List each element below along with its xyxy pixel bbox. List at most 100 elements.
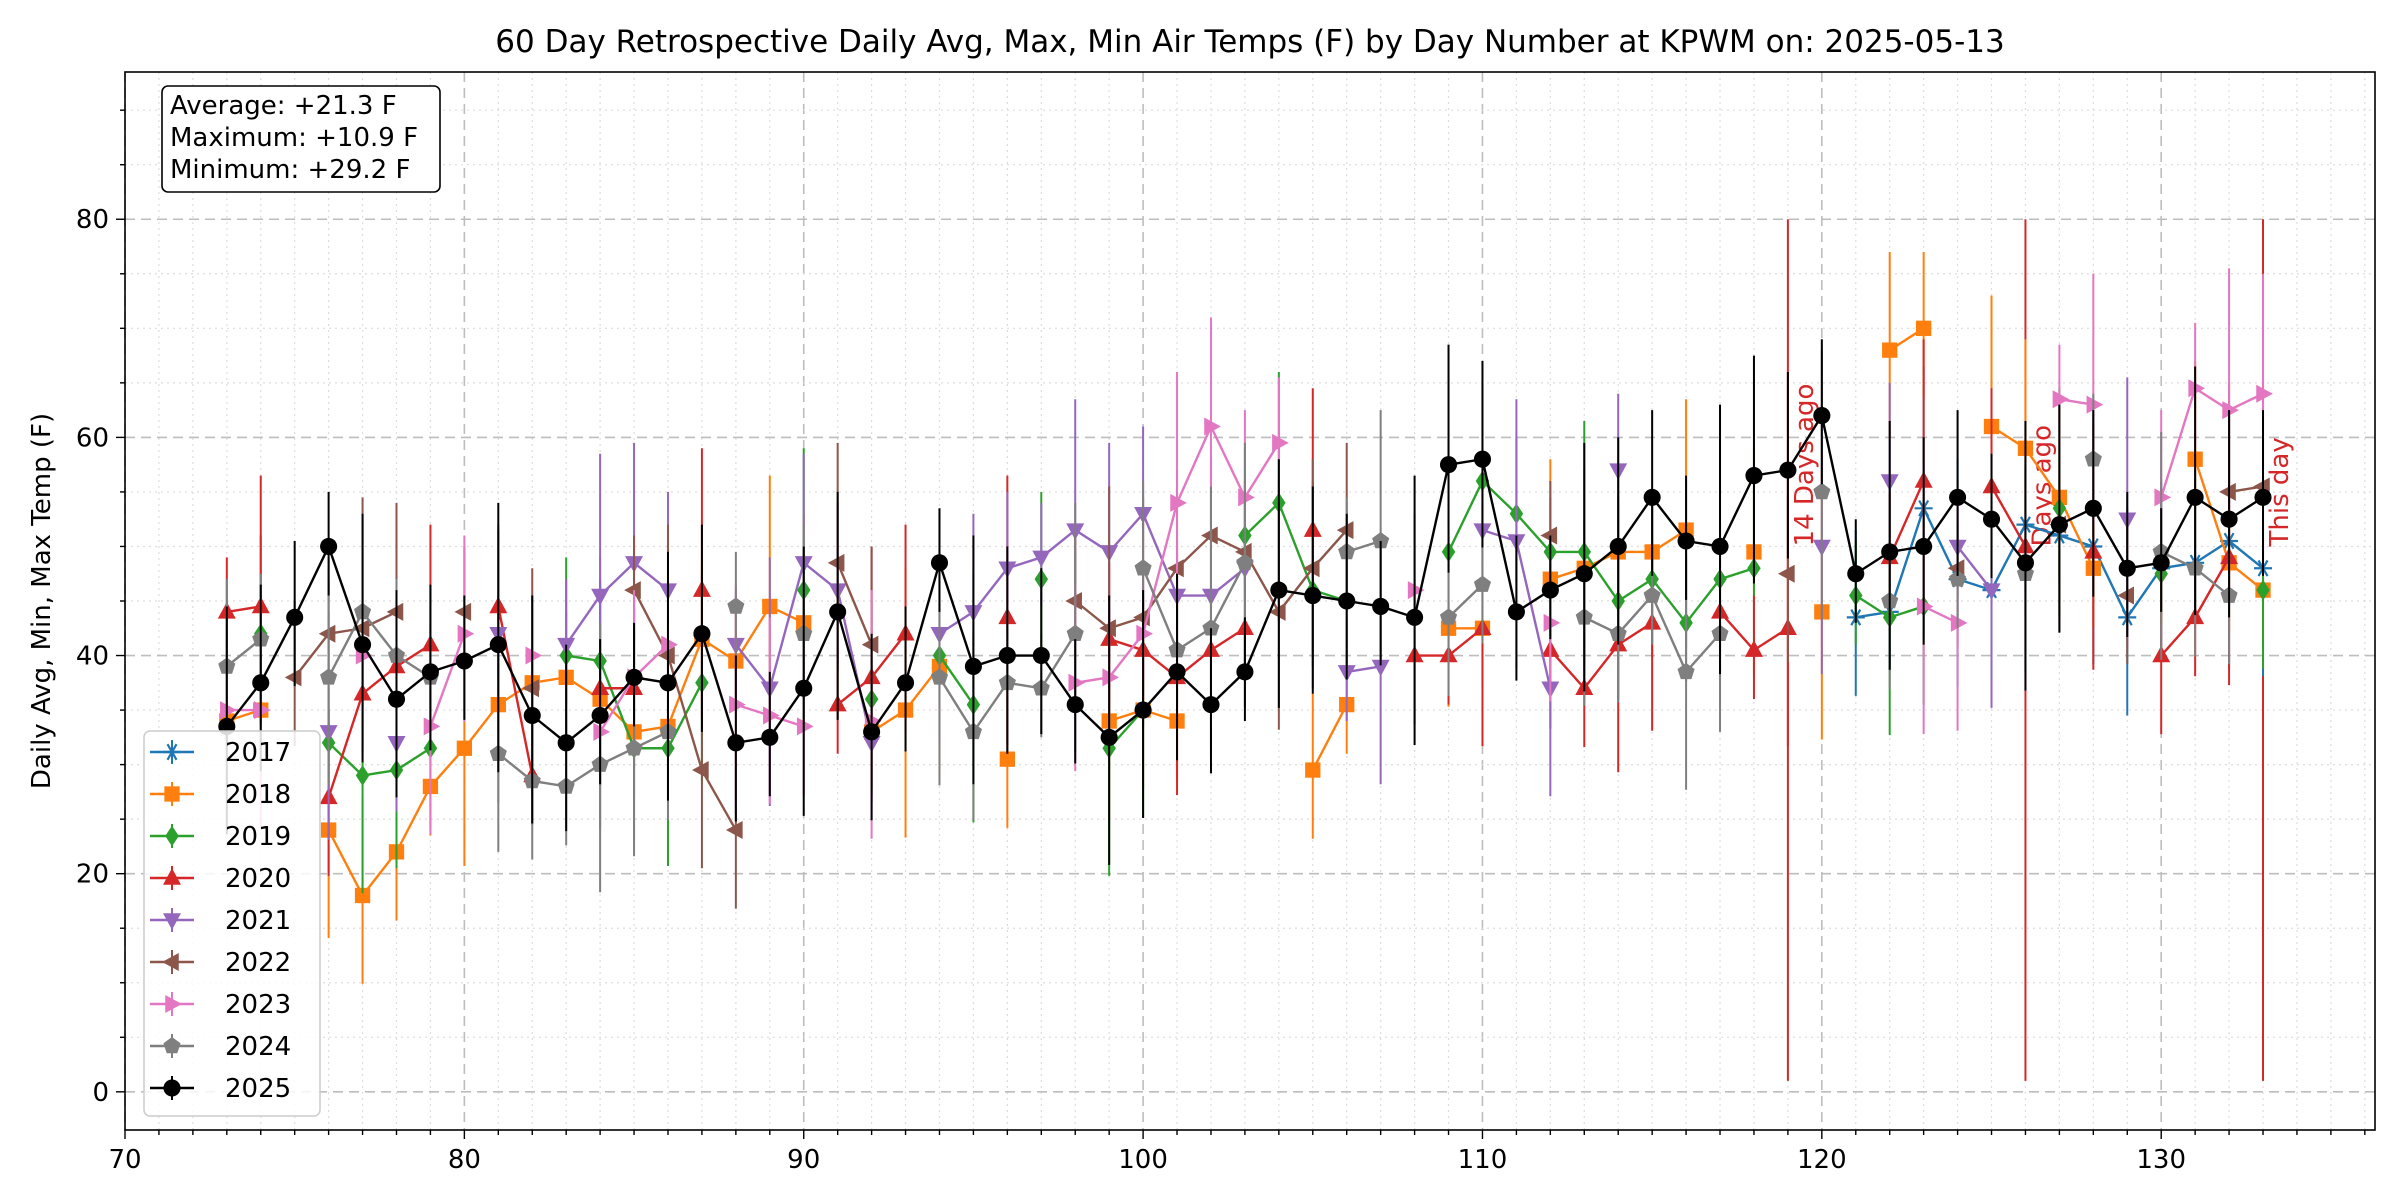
data-point xyxy=(557,734,575,752)
series-line xyxy=(938,654,975,706)
data-point xyxy=(2254,488,2272,506)
data-point xyxy=(2186,488,2204,506)
data-point xyxy=(163,913,181,930)
series-line xyxy=(497,606,534,776)
data-point xyxy=(625,739,643,756)
data-point xyxy=(252,674,270,692)
y-tick-label: 60 xyxy=(76,423,109,453)
data-point xyxy=(1270,581,1288,599)
data-point xyxy=(1371,659,1390,677)
data-point xyxy=(1406,608,1424,626)
data-point xyxy=(1236,553,1254,571)
series-line xyxy=(327,741,432,777)
data-point xyxy=(1744,640,1763,657)
data-point xyxy=(625,668,643,686)
data-point xyxy=(2050,516,2068,534)
series-line xyxy=(1311,704,1348,771)
data-point xyxy=(455,652,473,670)
data-point xyxy=(1643,488,1661,506)
data-point xyxy=(1847,565,1865,583)
data-point xyxy=(1543,613,1561,632)
data-point xyxy=(2256,579,2270,601)
data-point xyxy=(1167,559,1184,578)
series-line xyxy=(836,562,873,646)
data-point xyxy=(659,674,677,692)
legend-label: 2021 xyxy=(225,906,291,936)
data-point xyxy=(456,740,473,756)
data-point xyxy=(827,553,845,572)
data-point xyxy=(163,743,181,761)
data-point xyxy=(1202,696,1220,714)
legend-label: 2025 xyxy=(225,1074,291,1104)
data-point xyxy=(387,690,406,708)
series-line xyxy=(1447,479,1755,625)
data-point xyxy=(1202,619,1220,636)
data-point xyxy=(593,722,611,741)
data-point xyxy=(998,646,1016,665)
data-point xyxy=(1507,603,1525,621)
data-point xyxy=(692,761,709,780)
data-point xyxy=(1372,532,1390,549)
legend: 2017 2018 2019 2020 2021 2022 2023 2024 2025 xyxy=(143,730,321,1117)
data-point xyxy=(2052,390,2070,409)
data-point xyxy=(761,728,779,746)
data-point xyxy=(1170,493,1187,512)
axes: 70 80 90 100 110 120 130 0 20 40 60 80 xyxy=(76,109,2366,1175)
data-point xyxy=(1134,559,1152,576)
data-point xyxy=(525,646,543,665)
data-point xyxy=(1439,608,1458,625)
data-point xyxy=(829,603,847,621)
data-point xyxy=(454,602,472,621)
series-line xyxy=(1141,562,1246,652)
x-tick-label: 100 xyxy=(1118,1145,1168,1175)
data-point xyxy=(1609,537,1627,556)
data-point xyxy=(1777,564,1795,583)
x-tick-label: 90 xyxy=(787,1145,820,1175)
data-point xyxy=(1136,624,1153,643)
data-point xyxy=(1541,581,1559,599)
data-point xyxy=(253,701,271,720)
data-point xyxy=(1813,407,1831,425)
legend-label: 2024 xyxy=(225,1032,291,1062)
legend-label: 2022 xyxy=(225,948,291,978)
data-point xyxy=(861,635,879,654)
data-point xyxy=(1304,586,1322,605)
x-tick-label: 120 xyxy=(1797,1145,1847,1175)
x-tick-label: 130 xyxy=(2136,1145,2186,1175)
legend-frame xyxy=(143,730,321,1117)
data-point xyxy=(489,636,507,654)
data-point xyxy=(1305,762,1321,778)
data-point xyxy=(2188,379,2206,398)
data-point xyxy=(1950,613,1968,632)
data-point xyxy=(1338,592,1356,610)
series-line xyxy=(2160,386,2264,498)
data-point xyxy=(624,581,641,600)
data-point xyxy=(1302,559,1320,578)
data-point xyxy=(423,717,441,736)
data-point xyxy=(930,554,949,572)
y-axis-label: Daily Avg, Min, Max Temp (F) xyxy=(27,413,57,789)
data-point xyxy=(1068,673,1086,692)
data-point xyxy=(693,625,711,643)
data-point xyxy=(1540,526,1558,545)
series-2025 xyxy=(218,339,2272,865)
legend-label: 2019 xyxy=(225,822,291,852)
x-tick-label: 70 xyxy=(108,1145,141,1175)
series-group xyxy=(217,251,2273,984)
data-point xyxy=(1949,570,1967,587)
data-point xyxy=(1032,646,1050,665)
data-point xyxy=(729,695,746,714)
y-tick-label: 0 xyxy=(92,1078,109,1108)
data-point xyxy=(1201,526,1218,545)
data-point xyxy=(1473,450,1492,468)
data-point xyxy=(658,646,675,665)
data-point xyxy=(163,1079,181,1097)
data-point xyxy=(1575,565,1593,583)
series-line xyxy=(938,511,1246,635)
series-line xyxy=(327,609,432,679)
series-line xyxy=(1990,485,2027,548)
data-point xyxy=(1677,662,1695,680)
data-point xyxy=(964,657,982,675)
